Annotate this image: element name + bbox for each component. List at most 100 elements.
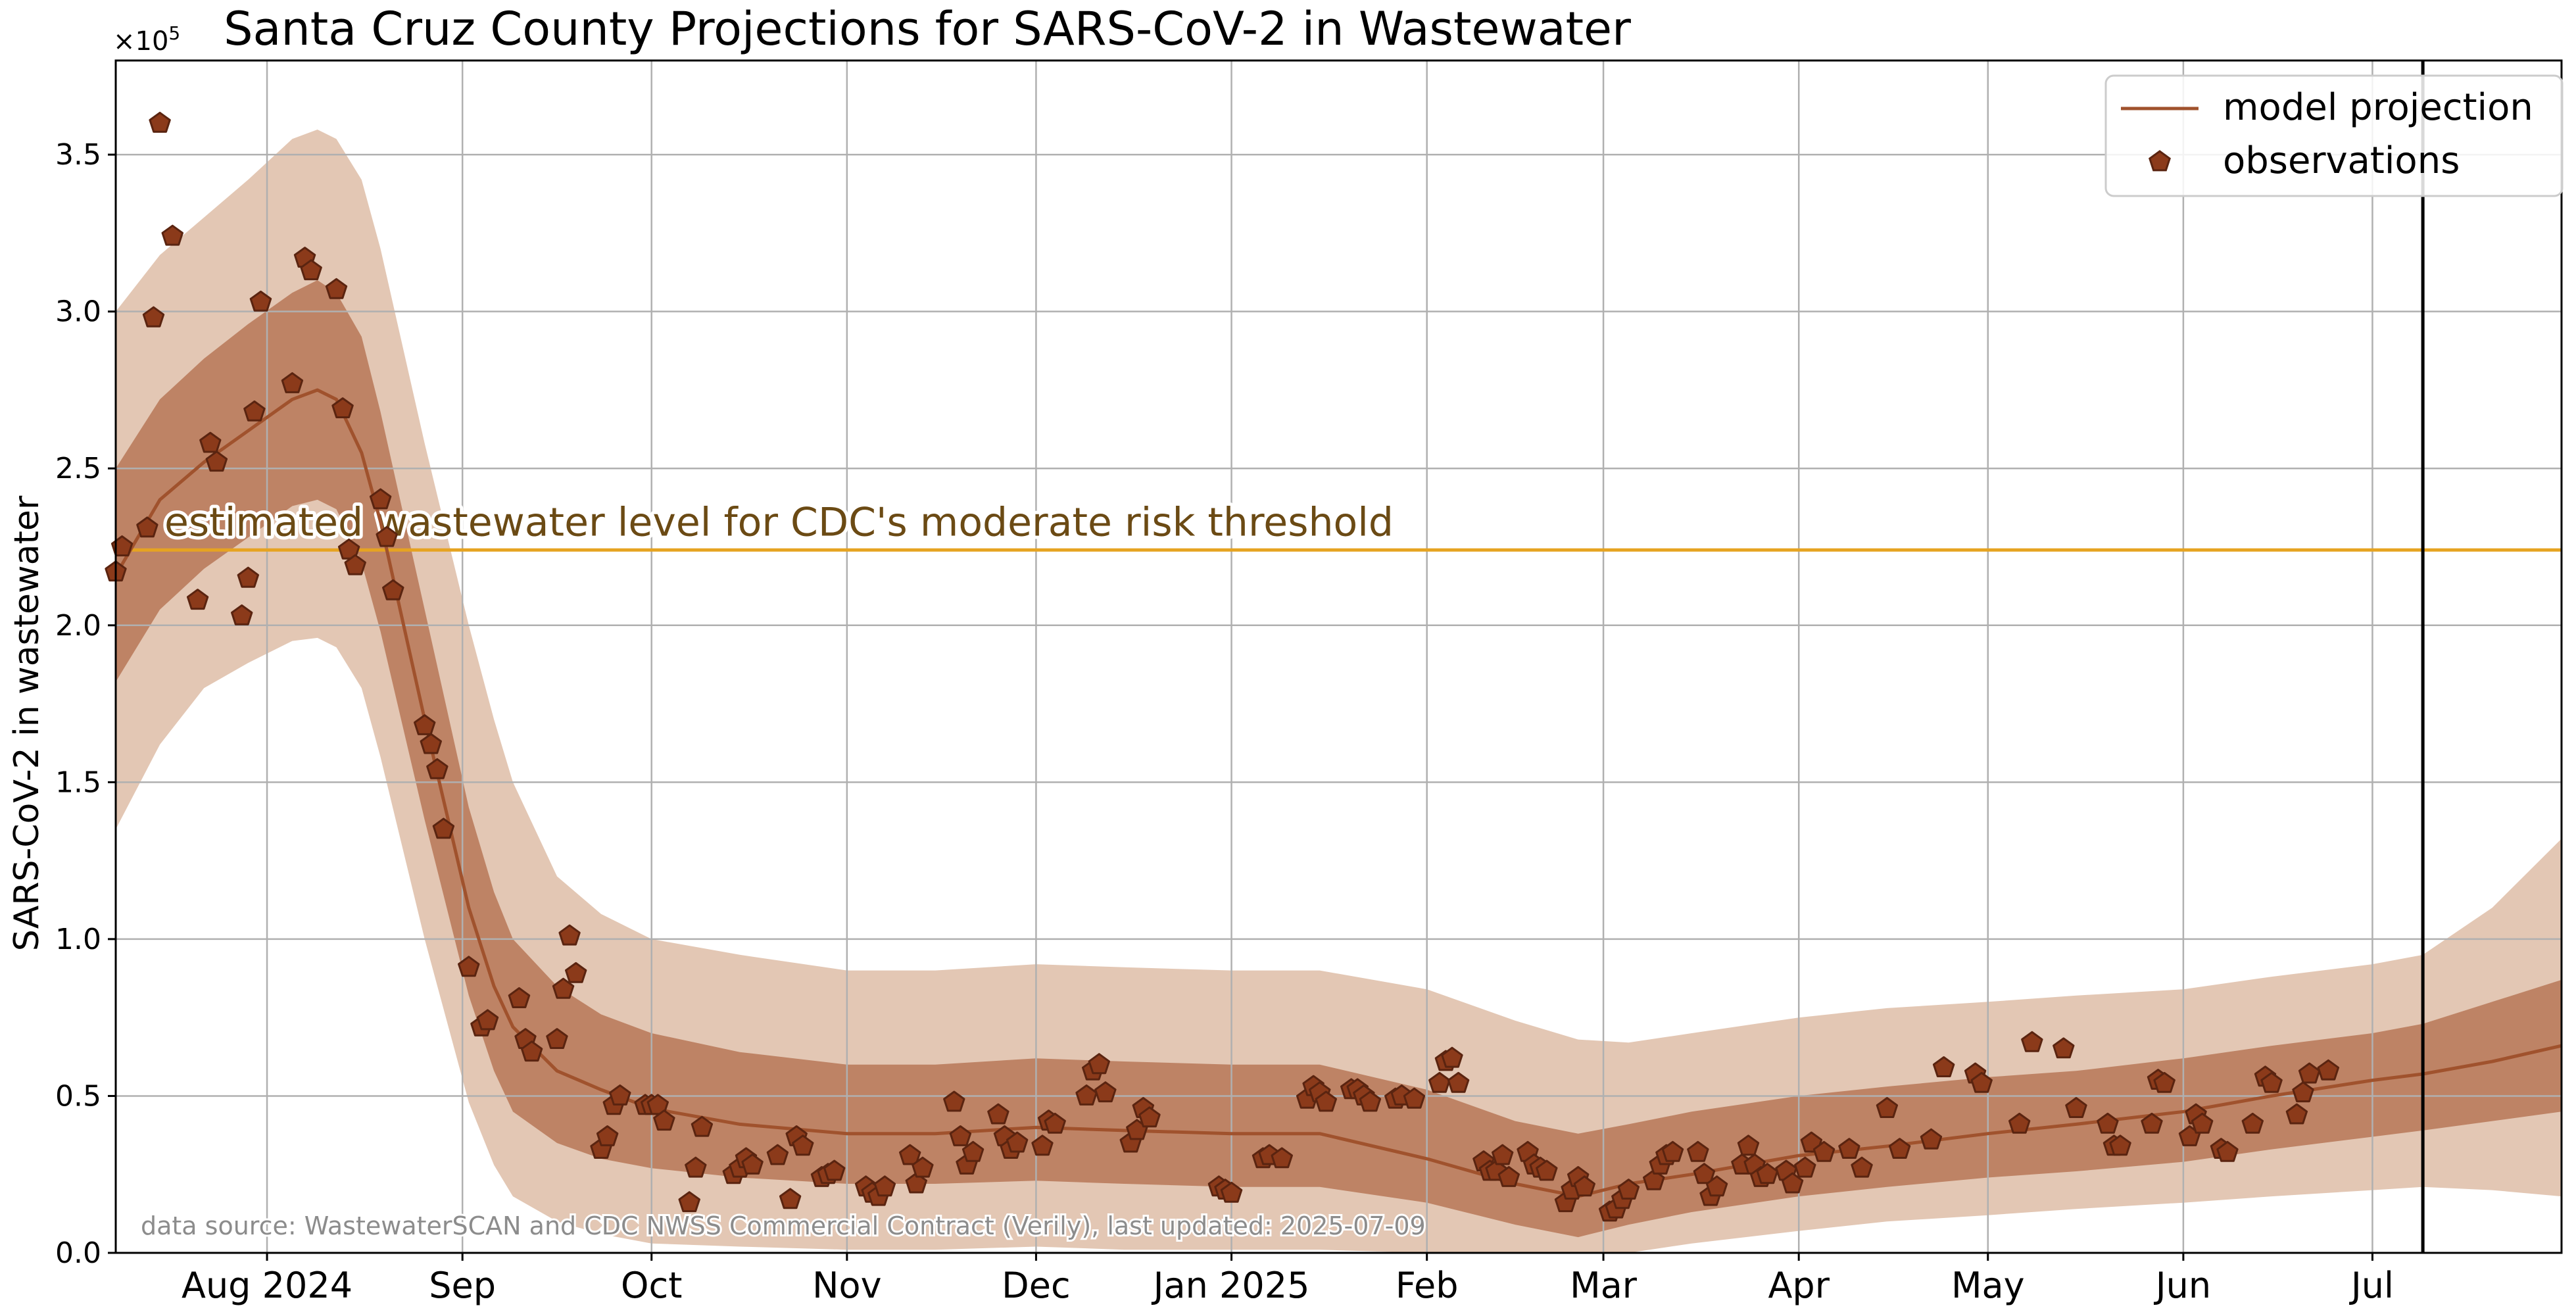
y-tick-label: 1.5 — [55, 766, 101, 799]
observation-point — [2260, 1071, 2283, 1093]
observation-point — [1661, 1140, 1684, 1162]
observation-point — [987, 1103, 1009, 1125]
observation-point — [2021, 1031, 2043, 1052]
y-tick-label: 0.5 — [55, 1079, 101, 1113]
observation-point — [1851, 1156, 1873, 1178]
observation-point — [249, 290, 272, 312]
observation-point — [369, 488, 392, 510]
x-tick-label: Dec — [1002, 1265, 1071, 1306]
observation-point — [382, 579, 404, 600]
observation-point — [476, 1009, 499, 1031]
x-tick-label: Aug 2024 — [182, 1265, 352, 1306]
observation-point — [961, 1140, 984, 1162]
observation-point — [110, 535, 134, 556]
observation-point — [1075, 1084, 1098, 1106]
x-tick-label: Sep — [429, 1265, 496, 1306]
observation-point — [596, 1125, 619, 1146]
observation-point — [943, 1090, 965, 1112]
y-tick-label: 3.0 — [55, 295, 101, 329]
data-source-annotation: data source: WastewaterSCAN and CDC NWSS… — [141, 1211, 1426, 1240]
observation-point — [136, 516, 158, 538]
observation-point — [792, 1134, 814, 1156]
observation-point — [1403, 1087, 1426, 1109]
observation-point — [205, 451, 228, 472]
y-tick-label: 2.0 — [55, 609, 101, 643]
observation-point — [1044, 1112, 1066, 1134]
observation-point — [546, 1028, 568, 1049]
y-axis-label: SARS-CoV-2 in wastewater — [7, 495, 47, 951]
observation-point — [2109, 1134, 2131, 1156]
observation-point — [766, 1144, 789, 1165]
legend-box — [2104, 74, 2564, 197]
observation-point — [186, 589, 209, 610]
observation-point — [2285, 1103, 2308, 1125]
observation-point — [458, 956, 480, 977]
observation-point — [609, 1084, 631, 1106]
observation-point — [1876, 1097, 1899, 1118]
observation-point — [1497, 1166, 1520, 1187]
observation-point — [231, 604, 253, 625]
observation-point — [149, 111, 171, 133]
observations-group — [105, 111, 2340, 1222]
x-tick-label: May — [1951, 1265, 2025, 1306]
observation-point — [873, 1175, 896, 1197]
observation-point — [2216, 1140, 2239, 1162]
observation-point — [142, 306, 165, 328]
threshold-group: estimated wastewater level for CDC's mod… — [116, 496, 2562, 552]
observation-point — [779, 1188, 802, 1209]
observation-point — [1970, 1071, 1993, 1093]
y-offset-label: ×105 — [113, 22, 180, 57]
observation-point — [2097, 1112, 2119, 1134]
y-tick-label: 3.5 — [55, 138, 101, 172]
y-tick-label: 2.5 — [55, 452, 101, 485]
observation-point — [420, 733, 442, 754]
observation-point — [1838, 1138, 1860, 1159]
x-tick-label: Feb — [1396, 1265, 1459, 1306]
observation-point — [376, 525, 398, 547]
observation-point — [331, 397, 354, 418]
observation-point — [2298, 1062, 2321, 1084]
observation-point — [344, 554, 366, 575]
y-offset-exponent: 5 — [168, 22, 180, 44]
observation-point — [646, 1094, 669, 1115]
observation-point — [1573, 1175, 1595, 1197]
observation-point — [552, 977, 575, 999]
observation-point — [1794, 1156, 1816, 1178]
observation-point — [1781, 1172, 1804, 1194]
x-tick-label: Jan 2025 — [1152, 1265, 1310, 1306]
observation-point — [1756, 1163, 1778, 1184]
observation-point — [2053, 1037, 2075, 1059]
observation-point — [414, 714, 436, 735]
y-axis-ticks: 0.0 0.5 1.0 1.5 2.0 2.5 3.0 3.5 — [55, 138, 116, 1270]
observation-point — [426, 758, 449, 779]
y-tick-label: 1.0 — [55, 923, 101, 956]
outer-uncertainty-band — [116, 130, 2562, 1253]
observation-point — [1617, 1179, 1640, 1200]
observation-point — [161, 224, 183, 246]
x-tick-label: Mar — [1570, 1265, 1638, 1306]
observation-point — [1138, 1106, 1161, 1128]
observation-point — [685, 1156, 707, 1178]
observation-point — [2191, 1112, 2214, 1134]
legend: model projection observations — [2104, 74, 2564, 197]
x-tick-label: Jun — [2154, 1265, 2211, 1306]
observation-point — [911, 1156, 934, 1178]
observation-point — [1693, 1163, 1716, 1184]
observation-point — [1094, 1081, 1117, 1103]
observation-point — [823, 1159, 846, 1181]
observation-point — [678, 1191, 700, 1213]
observation-point — [1359, 1090, 1382, 1112]
observation-point — [2065, 1097, 2087, 1118]
uncertainty-bands — [116, 130, 2562, 1253]
inner-uncertainty-band — [116, 280, 2562, 1238]
observation-point — [1687, 1140, 1709, 1162]
observation-point — [1220, 1181, 1243, 1203]
observation-point — [1920, 1128, 1943, 1150]
x-tick-label: Nov — [812, 1265, 881, 1306]
observation-point — [281, 372, 304, 393]
x-axis-ticks: Aug 2024 Sep Oct Nov Dec Jan 2025 Feb Mar Apr May… — [182, 1253, 2394, 1306]
observation-point — [300, 259, 322, 281]
observation-point — [508, 987, 531, 1008]
observation-point — [2292, 1081, 2314, 1103]
observation-point — [520, 1040, 543, 1062]
